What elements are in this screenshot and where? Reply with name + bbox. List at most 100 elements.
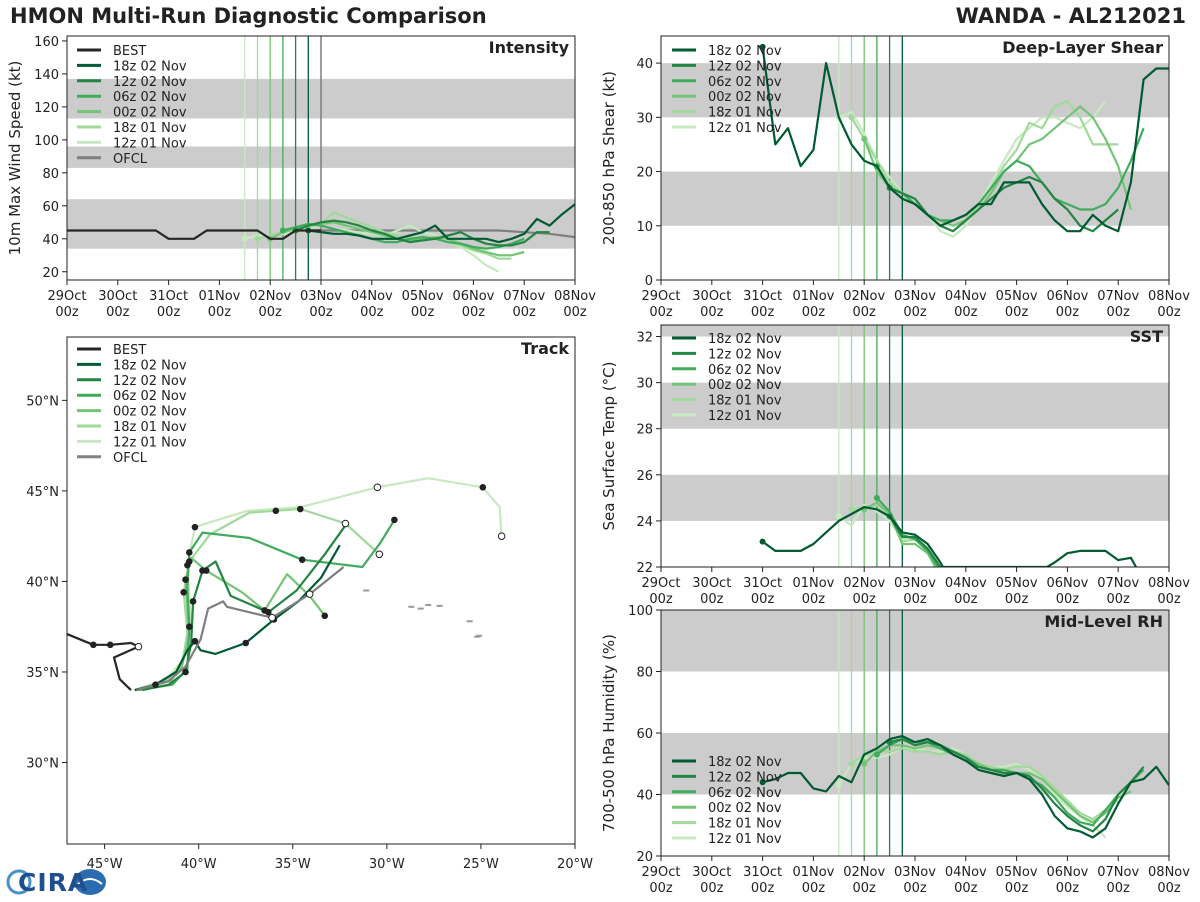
track-legend-label-12z-01-nov: 12z 01 Nov xyxy=(113,435,187,450)
intensity-legend-label-18z-02-nov: 18z 02 Nov xyxy=(113,59,187,74)
shear-ylabel: 200-850 hPa Shear (kt) xyxy=(600,71,618,245)
shear-xtick-label: 06Nov xyxy=(1046,289,1088,304)
shear-xtick-label: 30Oct xyxy=(692,289,731,304)
shear-xtick-label: 08Nov xyxy=(1148,289,1190,304)
track-point-filled-12z-02-nov xyxy=(199,567,206,574)
shear-legend-label-12z-01-nov: 12z 01 Nov xyxy=(708,121,782,136)
sst-start-point-12z-01-nov xyxy=(835,513,842,520)
sst-ytick-label: 24 xyxy=(636,515,653,530)
shear-line-18z-02-nov xyxy=(761,46,1169,233)
rh-line-06z-02-nov xyxy=(876,737,1145,827)
sst-xtick-label: 01Nov xyxy=(792,576,834,591)
shear-start-point-00z-02-nov xyxy=(861,136,868,143)
sst-ytick-label: 32 xyxy=(636,331,653,346)
intensity-xtick-label: 31Oct xyxy=(149,289,188,304)
intensity-legend-label-00z-02-nov: 00z 02 Nov xyxy=(113,106,187,121)
intensity-ytick-label: 40 xyxy=(42,233,59,248)
shear-xtick-label: 07Nov xyxy=(1097,289,1139,304)
track-line-18z-02-nov xyxy=(134,544,341,692)
shear-xtick-label: 00z xyxy=(1056,305,1080,320)
shear-legend-label-18z-01-nov: 18z 01 Nov xyxy=(708,106,782,121)
rh-xtick-label: 02Nov xyxy=(843,865,885,880)
track-point-filled-12z-02-nov xyxy=(182,668,189,676)
rh-start-point-18z-01-nov xyxy=(848,760,855,767)
track-point-open-ofcl xyxy=(305,590,314,598)
sst-legend-label-18z-02-nov: 18z 02 Nov xyxy=(708,332,782,347)
shear-start-point-18z-01-nov xyxy=(848,114,855,121)
rh-xtick-label: 06Nov xyxy=(1046,865,1088,880)
track-point-open-12z-01-nov xyxy=(497,532,506,540)
intensity-ytick-label: 20 xyxy=(42,266,59,281)
azores-island-2 xyxy=(417,607,424,610)
intensity-xtick-label: 01Nov xyxy=(198,289,240,304)
sst-xtick-label: 00z xyxy=(751,592,775,607)
track-ytick-label: 50°N xyxy=(26,394,59,409)
track-line-18z-01-nov xyxy=(136,507,381,692)
azores-island-1 xyxy=(408,605,415,608)
sst-xtick-label: 03Nov xyxy=(894,576,936,591)
sst-legend-label-18z-01-nov: 18z 01 Nov xyxy=(708,394,782,409)
intensity-xtick-label: 07Nov xyxy=(503,289,545,304)
shear-ytick-label: 20 xyxy=(636,166,653,181)
track-point-filled-18z-01-nov xyxy=(272,507,280,515)
rh-xtick-label: 05Nov xyxy=(996,865,1038,880)
intensity-xtick-label: 00z xyxy=(106,305,130,320)
sst-band-0 xyxy=(661,474,1169,521)
track-map-area xyxy=(67,477,506,692)
shear-band-1 xyxy=(661,63,1169,118)
rh-xtick-label: 00z xyxy=(700,881,724,896)
track-xtick-label: 30°W xyxy=(369,857,405,872)
rh-xtick-label: 01Nov xyxy=(792,865,834,880)
sst-legend-label-12z-02-nov: 12z 02 Nov xyxy=(708,347,782,362)
sst-legend-label-00z-02-nov: 00z 02 Nov xyxy=(708,378,782,393)
rh-start-point-00z-02-nov xyxy=(861,760,868,767)
track-line-ofcl xyxy=(136,566,345,692)
rh-xtick-label: 29Oct xyxy=(641,865,680,880)
track-line-12z-02-nov xyxy=(142,524,347,692)
nesdis-logo-badge xyxy=(74,869,106,895)
track-xtick-label: 40°W xyxy=(181,857,217,872)
rh-xtick-label: 00z xyxy=(1157,881,1181,896)
intensity-ytick-label: 160 xyxy=(34,35,59,50)
rh-start-point-12z-01-nov xyxy=(835,782,842,789)
azores-island-5 xyxy=(466,620,473,623)
sst-ytick-label: 22 xyxy=(636,561,653,576)
rh-xtick-label: 00z xyxy=(1005,881,1029,896)
track-point-filled-06z-02-nov xyxy=(298,556,306,564)
shear-ytick-label: 10 xyxy=(636,220,653,235)
track-point-open-18z-01-nov xyxy=(375,550,384,559)
shear-series-group xyxy=(759,43,1169,238)
shear-xtick-label: 00z xyxy=(700,305,724,320)
shear-title: Deep-Layer Shear xyxy=(1002,38,1163,57)
shear-ytick-label: 30 xyxy=(636,111,653,126)
shear-legend-label-18z-02-nov: 18z 02 Nov xyxy=(708,44,782,59)
rh-xtick-label: 00z xyxy=(751,881,775,896)
shear-panel xyxy=(656,35,1170,285)
intensity-legend-label-18z-01-nov: 18z 01 Nov xyxy=(113,121,187,136)
track-point-filled-12z-01-nov xyxy=(191,523,199,531)
shear-xtick-label: 00z xyxy=(903,305,927,320)
rh-legend-label-06z-02-nov: 06z 02 Nov xyxy=(708,786,782,801)
sst-ytick-label: 26 xyxy=(636,469,653,484)
rh-start-point-18z-02-nov xyxy=(759,779,766,786)
intensity-xtick-label: 30Oct xyxy=(98,289,137,304)
sst-band-1 xyxy=(661,382,1169,429)
rh-legend-label-18z-01-nov: 18z 01 Nov xyxy=(708,817,782,832)
track-point-filled-12z-02-nov xyxy=(189,598,197,605)
intensity-ytick-label: 120 xyxy=(34,101,59,116)
track-point-open-18z-01-nov xyxy=(341,519,350,528)
shear-ytick-label: 40 xyxy=(636,57,653,72)
azores-island-7 xyxy=(474,635,481,638)
rh-xtick-label: 07Nov xyxy=(1097,865,1139,880)
track-point-filled-12z-02-nov xyxy=(265,608,272,616)
track-frame xyxy=(66,336,576,845)
rh-legend-label-12z-02-nov: 12z 02 Nov xyxy=(708,770,782,785)
rh-legend-label-18z-02-nov: 18z 02 Nov xyxy=(708,755,782,770)
rh-ytick-label: 100 xyxy=(628,604,653,619)
sst-xtick-label: 29Oct xyxy=(641,576,680,591)
sst-ylabel: Sea Surface Temp (°C) xyxy=(600,361,618,530)
sst-line-00z-02-nov xyxy=(863,501,937,567)
shear-xtick-label: 00z xyxy=(1107,305,1131,320)
rh-xtick-label: 00z xyxy=(1056,881,1080,896)
intensity-xtick-label: 00z xyxy=(157,305,181,320)
